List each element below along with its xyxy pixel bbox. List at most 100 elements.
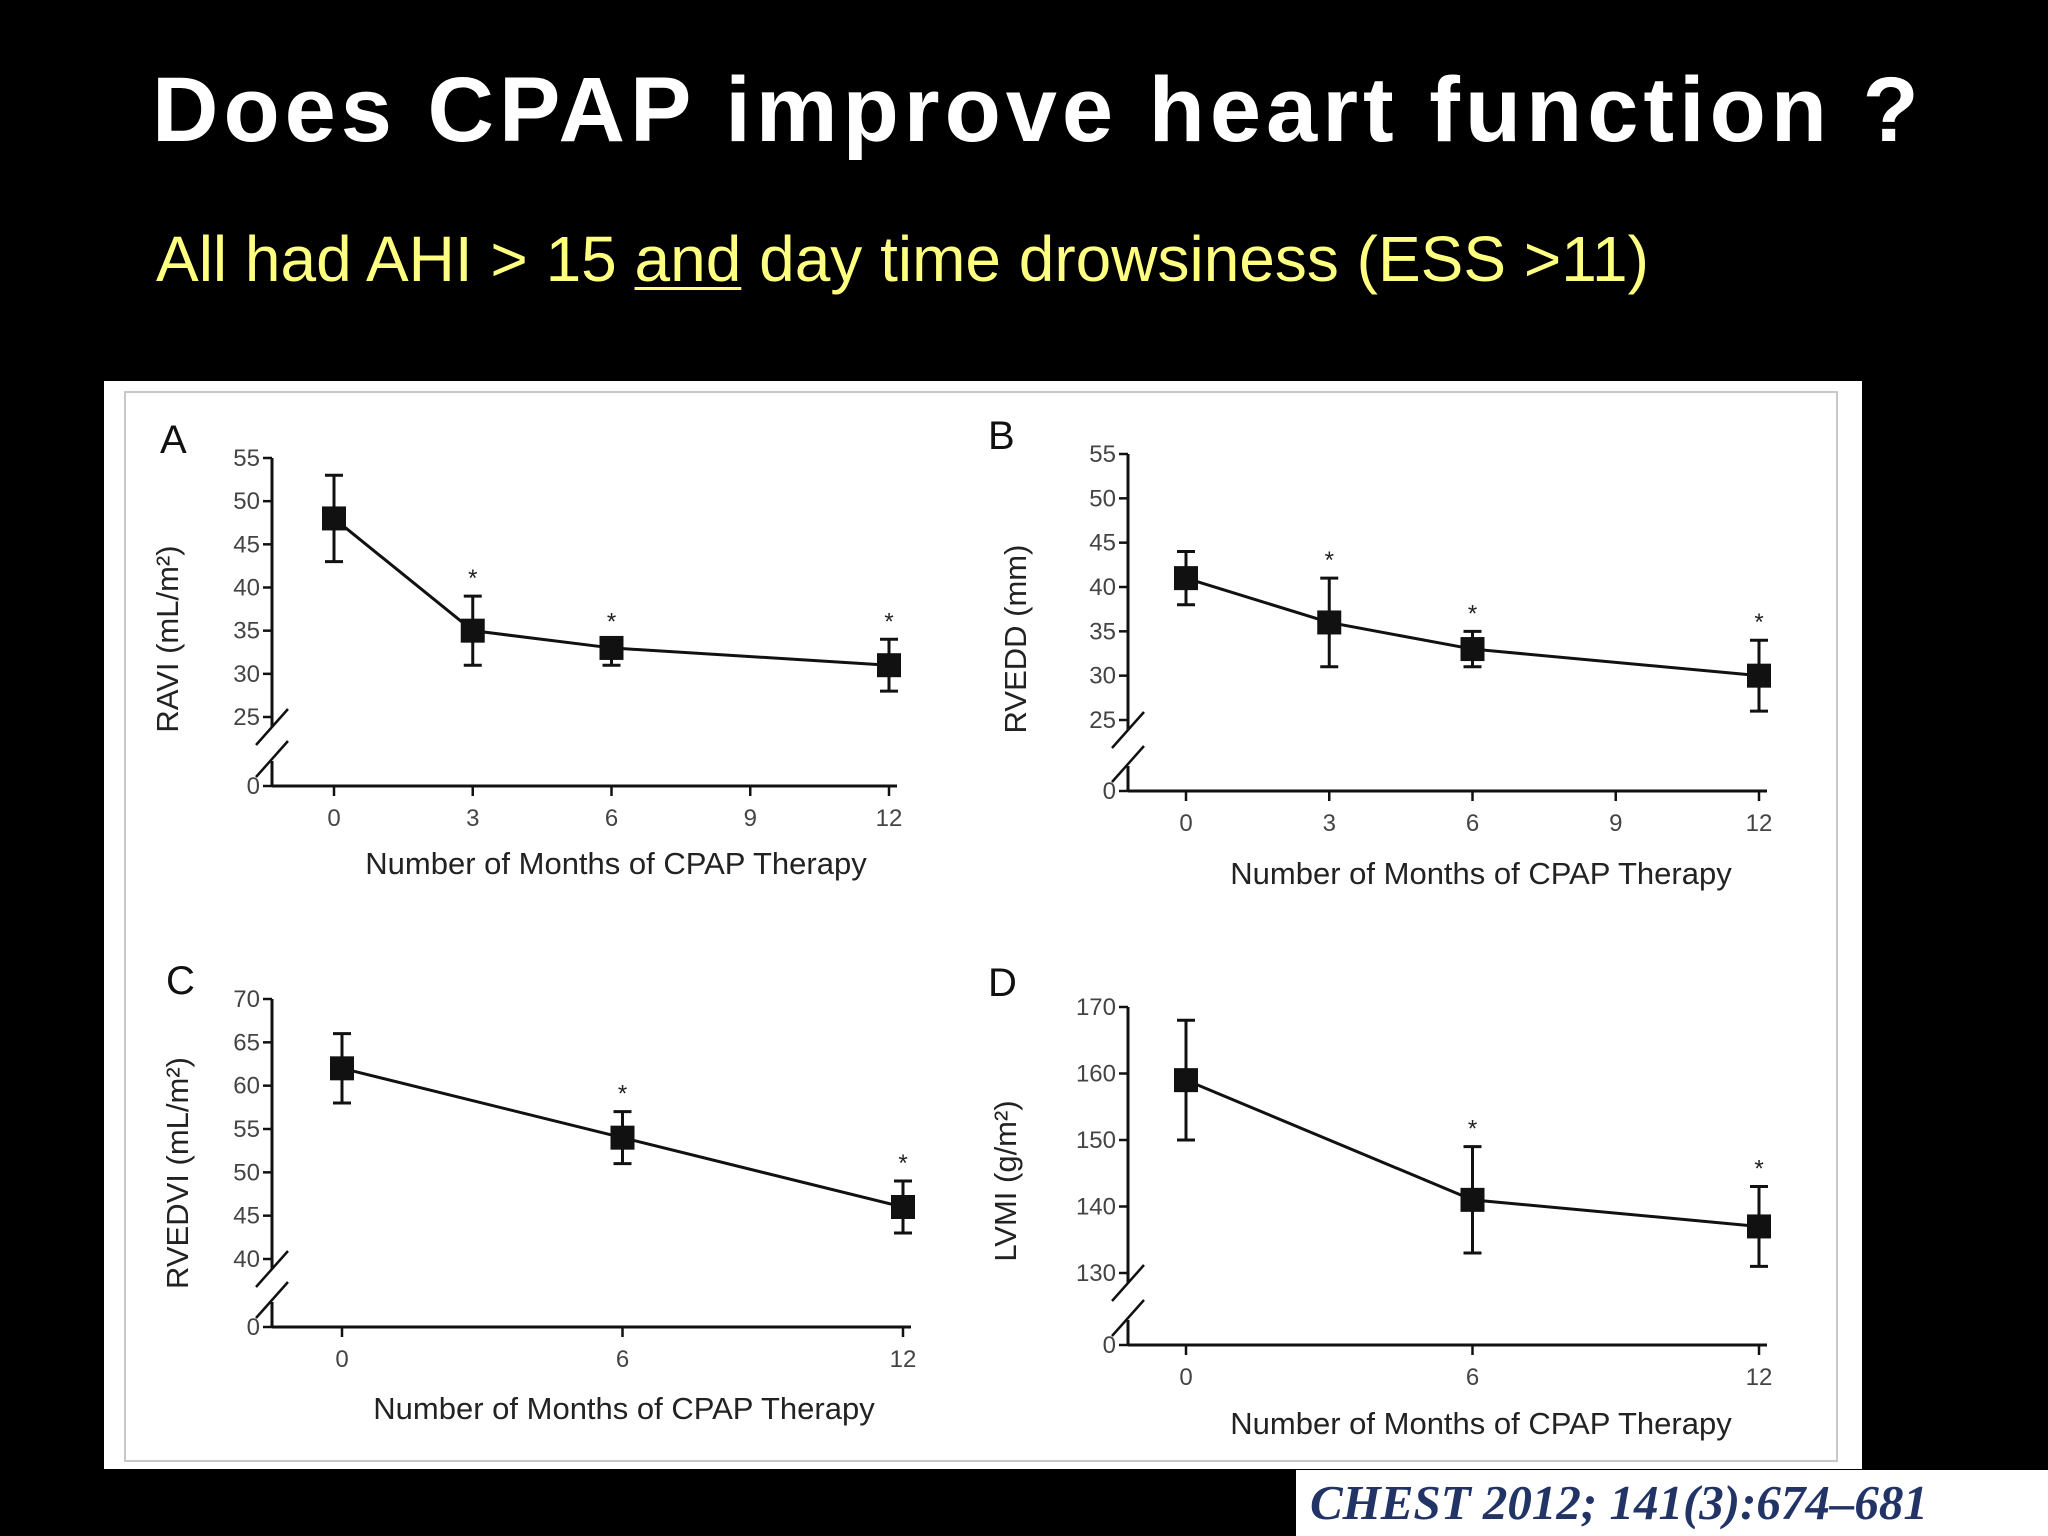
data-point <box>891 1195 915 1219</box>
y-tick-label: 50 <box>233 488 260 515</box>
data-point <box>599 635 624 660</box>
data-point <box>330 1056 354 1081</box>
y-tick-label: 45 <box>233 1203 260 1230</box>
axis-break-mark <box>1111 745 1145 783</box>
data-point <box>322 506 346 531</box>
data-point <box>1174 566 1198 591</box>
significance-marker: * <box>884 608 893 635</box>
y-tick-label: 30 <box>1089 663 1116 690</box>
x-axis-label: Number of Months of CPAP Therapy <box>1230 1406 1732 1441</box>
y-tick-label: 35 <box>233 618 260 645</box>
x-tick-label: 6 <box>1466 810 1479 837</box>
y-tick-label: 65 <box>233 1029 260 1056</box>
y-tick-label: 70 <box>233 986 260 1013</box>
significance-marker: * <box>1325 547 1334 574</box>
x-tick-label: 6 <box>605 805 618 832</box>
x-axis-label: Number of Months of CPAP Therapy <box>365 846 867 881</box>
x-tick-label: 12 <box>890 1346 917 1373</box>
x-tick-label: 12 <box>876 805 903 832</box>
y-tick-label: 25 <box>233 704 260 731</box>
chart-panel-a: A 25 30 35 40 45 50 55 0 0 3 6 9 12 Number of Months o… <box>150 418 902 881</box>
x-tick-label: 12 <box>1746 810 1773 837</box>
y-axis-label: RVEDVI (mL/m²) <box>160 1057 195 1289</box>
y-tick-label: 45 <box>1089 530 1116 557</box>
y-tick-label: 55 <box>233 445 260 472</box>
data-point <box>1747 663 1771 688</box>
axis-break-mark <box>255 1281 289 1319</box>
data-point <box>1747 1214 1771 1239</box>
significance-marker: * <box>1754 1156 1763 1183</box>
subtitle-underlined-word: and <box>634 223 742 295</box>
data-point <box>1460 1187 1485 1212</box>
y-tick-label: 35 <box>1089 618 1116 645</box>
y-tick-label: 0 <box>247 773 260 800</box>
significance-marker: * <box>1468 600 1477 627</box>
chart-panel-c: C 40 45 50 55 60 65 70 0 0 6 12 Number of Months of … <box>160 959 916 1426</box>
chart-panel-b: B 25 30 35 40 45 50 55 0 0 3 6 9 12 Number of Months o… <box>988 414 1772 891</box>
axis-break-mark <box>255 708 289 746</box>
y-tick-label: 140 <box>1076 1194 1116 1221</box>
significance-marker: * <box>898 1150 907 1177</box>
series-line <box>1185 576 1760 678</box>
y-tick-label: 60 <box>233 1073 260 1100</box>
x-tick-label: 9 <box>1609 810 1622 837</box>
y-tick-label: 50 <box>1089 485 1116 512</box>
y-tick-label: 55 <box>233 1116 260 1143</box>
y-tick-label: 0 <box>247 1314 260 1341</box>
x-tick-label: 0 <box>1179 810 1192 837</box>
data-point <box>460 618 485 643</box>
y-tick-label: 40 <box>233 1246 260 1273</box>
significance-marker: * <box>468 565 477 592</box>
y-tick-label: 55 <box>1089 441 1116 468</box>
y-tick-label: 25 <box>1089 707 1116 734</box>
citation: CHEST 2012; 141(3):674–681 <box>1296 1470 2048 1536</box>
y-tick-label: 40 <box>233 575 260 602</box>
significance-marker: * <box>1468 1116 1477 1143</box>
axis-break-mark <box>1111 1299 1145 1337</box>
y-tick-label: 30 <box>233 661 260 688</box>
panel-letter: A <box>160 418 187 462</box>
x-tick-label: 0 <box>327 805 340 832</box>
significance-marker: * <box>1754 609 1763 636</box>
subtitle-text-end: day time drowsiness (ESS >11) <box>741 223 1649 295</box>
significance-marker: * <box>618 1081 627 1108</box>
y-tick-label: 45 <box>233 531 260 558</box>
y-tick-label: 150 <box>1076 1127 1116 1154</box>
y-axis-label: LVMI (g/m²) <box>988 1100 1023 1261</box>
subtitle-text-start: All had AHI > 15 <box>156 223 635 295</box>
panel-letter: D <box>988 961 1017 1005</box>
x-tick-label: 6 <box>1466 1364 1479 1391</box>
panel-letter: C <box>166 959 195 1003</box>
axis-break-mark <box>1111 1264 1145 1302</box>
chart-panel-d: D 130 140 150 160 170 0 0 6 12 Number of Months of… <box>988 961 1772 1441</box>
panel-letter: B <box>988 414 1015 458</box>
x-tick-label: 3 <box>466 805 479 832</box>
data-point <box>877 653 901 678</box>
x-tick-label: 6 <box>616 1346 629 1373</box>
x-tick-label: 0 <box>335 1346 348 1373</box>
data-point <box>1317 610 1342 635</box>
axis-break-mark <box>255 740 289 778</box>
y-tick-label: 170 <box>1076 994 1116 1021</box>
y-tick-label: 160 <box>1076 1061 1116 1088</box>
data-point <box>1460 637 1485 662</box>
data-point <box>610 1125 635 1150</box>
y-tick-label: 0 <box>1103 1332 1116 1359</box>
x-tick-label: 9 <box>744 805 757 832</box>
figure-panel: A 25 30 35 40 45 50 55 0 0 3 6 9 12 Number of Months o… <box>104 381 1862 1469</box>
x-axis-label: Number of Months of CPAP Therapy <box>1230 856 1732 891</box>
y-tick-label: 130 <box>1076 1260 1116 1287</box>
figure-frame <box>124 391 1838 1462</box>
y-axis-label: RVEDD (mm) <box>998 545 1033 734</box>
x-tick-label: 3 <box>1323 810 1336 837</box>
y-tick-label: 50 <box>233 1159 260 1186</box>
significance-marker: * <box>607 608 616 635</box>
axis-break-mark <box>1111 711 1145 749</box>
slide-subtitle: All had AHI > 15 and day time drowsiness… <box>156 222 1649 296</box>
axis-break-mark <box>255 1250 289 1288</box>
y-tick-label: 0 <box>1103 778 1116 805</box>
series-line <box>333 517 890 667</box>
y-tick-label: 40 <box>1089 574 1116 601</box>
data-point <box>1174 1068 1198 1093</box>
